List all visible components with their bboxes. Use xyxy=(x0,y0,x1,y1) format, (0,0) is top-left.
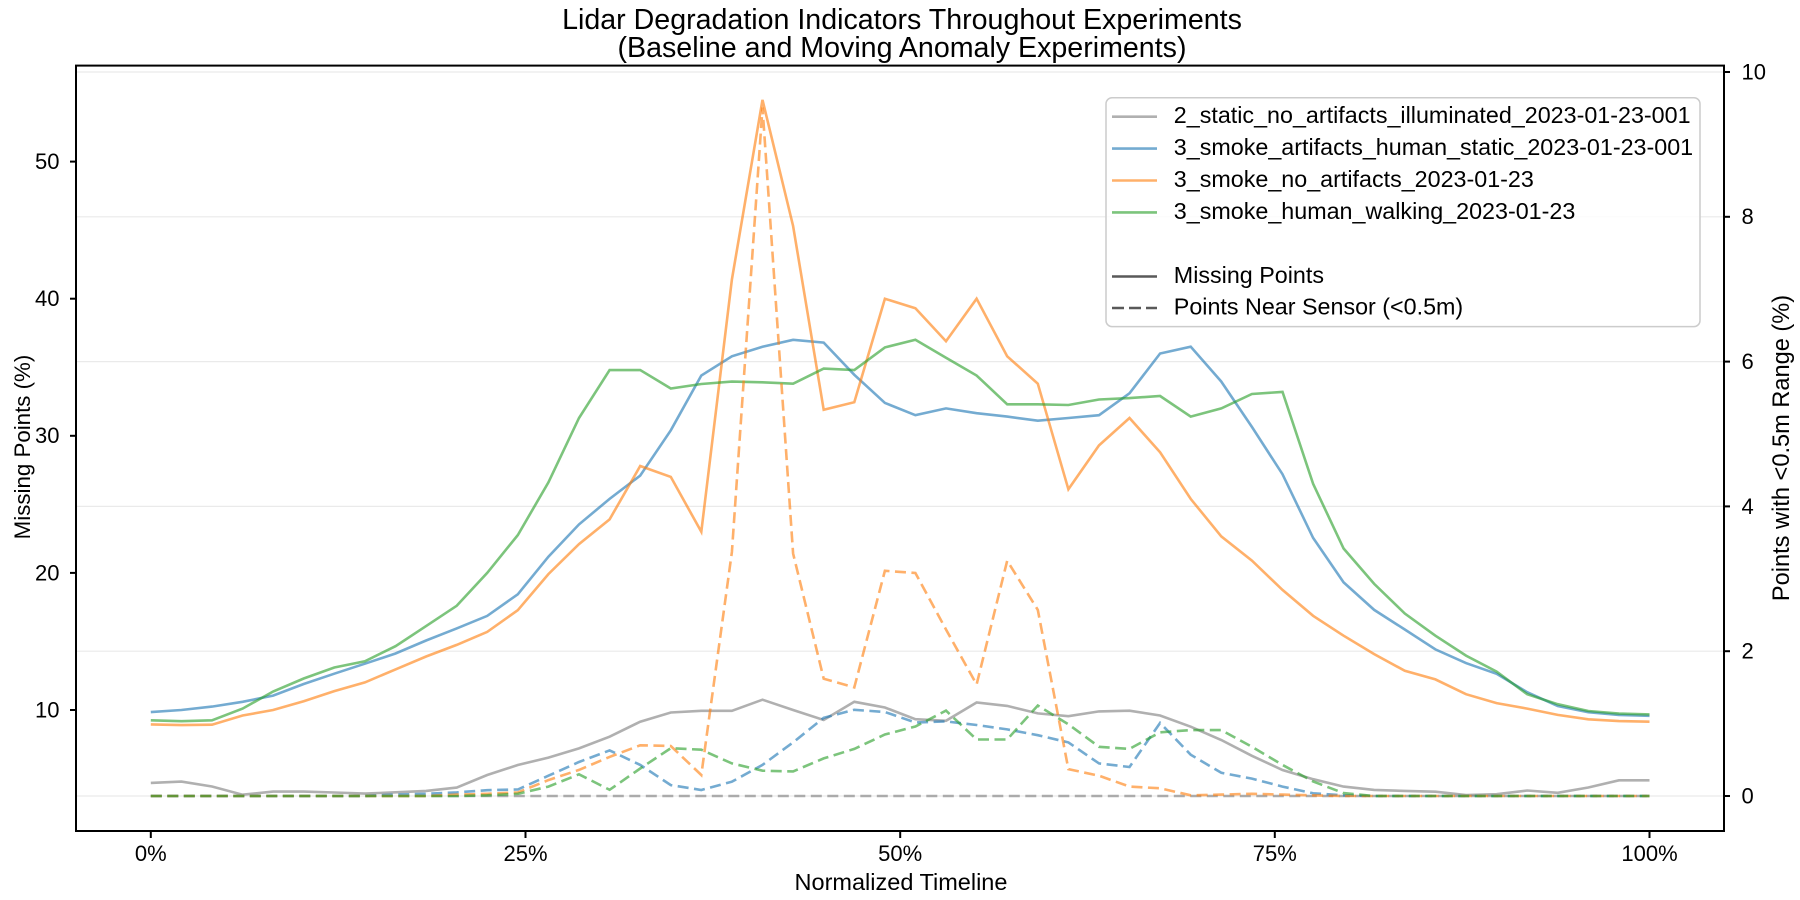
svg-text:75%: 75% xyxy=(1253,841,1297,866)
svg-text:50: 50 xyxy=(35,149,59,174)
svg-text:0%: 0% xyxy=(135,841,167,866)
svg-text:2_static_no_artifacts_illumina: 2_static_no_artifacts_illuminated_2023-0… xyxy=(1174,102,1691,128)
svg-text:0: 0 xyxy=(1742,783,1754,808)
svg-text:Missing Points (%): Missing Points (%) xyxy=(10,355,35,540)
svg-text:3_smoke_no_artifacts_2023-01-2: 3_smoke_no_artifacts_2023-01-23 xyxy=(1174,166,1534,192)
svg-text:50%: 50% xyxy=(878,841,922,866)
svg-text:Points with <0.5m Range (%): Points with <0.5m Range (%) xyxy=(1769,295,1795,601)
svg-text:Missing Points: Missing Points xyxy=(1174,262,1324,288)
svg-text:Normalized Timeline: Normalized Timeline xyxy=(795,869,1008,895)
svg-text:6: 6 xyxy=(1742,349,1754,374)
svg-text:10: 10 xyxy=(1742,59,1766,84)
svg-text:3_smoke_artifacts_human_static: 3_smoke_artifacts_human_static_2023-01-2… xyxy=(1174,134,1693,160)
svg-text:Lidar Degradation Indicators T: Lidar Degradation Indicators Throughout … xyxy=(562,4,1242,36)
svg-text:Points Near Sensor (<0.5m): Points Near Sensor (<0.5m) xyxy=(1174,294,1463,320)
svg-text:20: 20 xyxy=(35,560,59,585)
svg-text:100%: 100% xyxy=(1621,841,1677,866)
svg-text:25%: 25% xyxy=(503,841,547,866)
svg-text:8: 8 xyxy=(1742,204,1754,229)
svg-text:(Baseline and Moving Anomaly E: (Baseline and Moving Anomaly Experiments… xyxy=(618,32,1187,64)
svg-text:10: 10 xyxy=(35,697,59,722)
svg-text:3_smoke_human_walking_2023-01-: 3_smoke_human_walking_2023-01-23 xyxy=(1174,198,1576,224)
svg-text:2: 2 xyxy=(1742,639,1754,664)
svg-text:40: 40 xyxy=(35,286,59,311)
svg-text:4: 4 xyxy=(1742,494,1754,519)
svg-text:30: 30 xyxy=(35,423,59,448)
